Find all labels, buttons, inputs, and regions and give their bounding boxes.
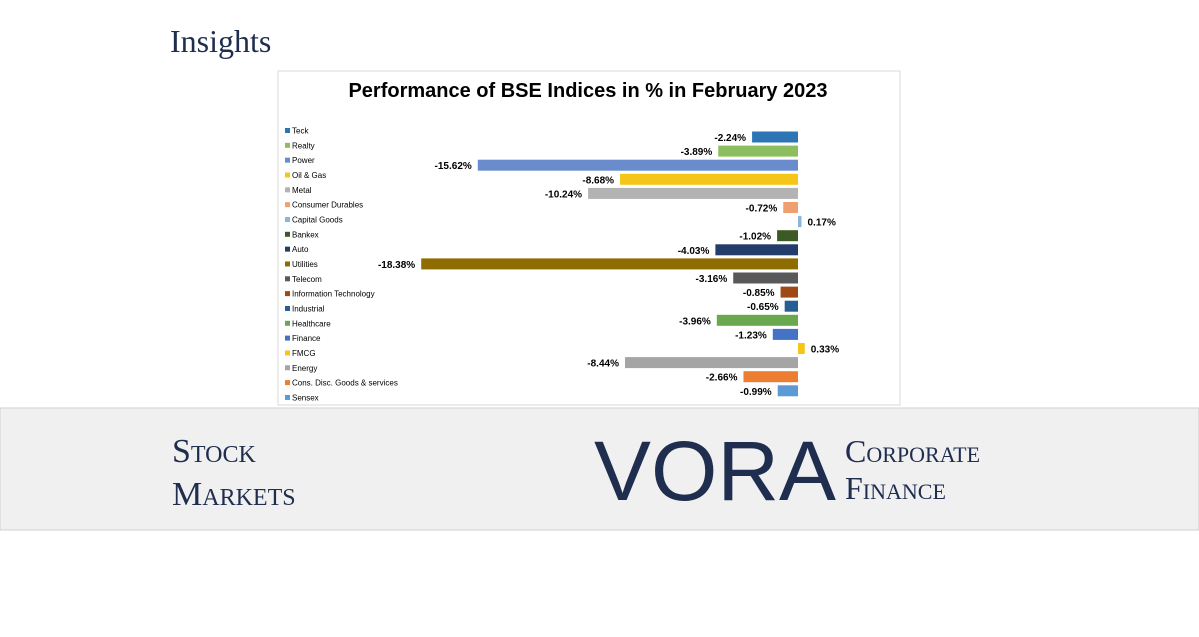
legend-swatch (285, 261, 290, 267)
legend-swatch (285, 142, 290, 148)
bar (718, 145, 798, 157)
logo-name: VORA (594, 424, 836, 518)
legend-swatch (285, 276, 290, 282)
bar (798, 343, 805, 354)
banner (0, 407, 1199, 531)
legend-swatch (285, 305, 290, 311)
bar (624, 357, 798, 369)
data-label: -0.65% (747, 302, 779, 313)
bar (752, 131, 798, 143)
data-label: -15.62% (435, 161, 472, 172)
legend-swatch (285, 216, 290, 222)
legend-swatch (285, 320, 290, 326)
bar (715, 244, 798, 256)
data-label: -0.99% (740, 387, 772, 398)
legend-label: Information Technology (292, 290, 375, 299)
bar (777, 230, 798, 242)
legend-label: Bankex (292, 230, 319, 239)
bar (784, 300, 798, 312)
legend-label: Energy (292, 364, 317, 373)
legend-swatch (285, 335, 290, 341)
data-label: -1.23% (735, 330, 767, 341)
data-label: 0.33% (811, 345, 839, 356)
bar (780, 286, 798, 298)
legend-label: Oil & Gas (292, 171, 326, 180)
bar (733, 272, 798, 284)
legend-swatch (285, 187, 290, 193)
data-label: -1.02% (739, 232, 771, 243)
data-label: -18.38% (378, 260, 415, 271)
bar (421, 258, 798, 270)
legend-label: Auto (292, 245, 309, 254)
legend-label: Telecom (292, 275, 322, 284)
legend-swatch (285, 394, 290, 400)
chart: Teck -2.24% Realty -3.89% Power -15.62% Oil & … (285, 127, 839, 402)
bar (716, 314, 798, 326)
data-label: -0.85% (743, 288, 775, 299)
legend-label: Realty (292, 141, 315, 150)
legend-label: Metal (292, 186, 312, 195)
banner-line: Stock (172, 433, 256, 470)
bar (743, 371, 798, 383)
header-title: Insights (170, 23, 271, 59)
data-label: -8.68% (582, 175, 614, 186)
legend-label: Capital Goods (292, 215, 343, 224)
data-label: -3.16% (696, 274, 728, 285)
banner-line: Markets (172, 476, 296, 513)
data-label: -8.44% (587, 359, 619, 370)
bar (772, 328, 798, 340)
legend-swatch (285, 172, 290, 178)
chart-frame (277, 70, 901, 406)
legend-swatch (285, 128, 290, 133)
data-label: -4.03% (678, 246, 710, 257)
legend-label: Utilities (292, 260, 318, 269)
data-label: -0.72% (746, 204, 778, 215)
legend-swatch (285, 231, 290, 237)
data-label: -10.24% (545, 189, 582, 200)
legend-swatch (285, 246, 290, 252)
logo-tagline: Corporate (845, 433, 980, 469)
bar (588, 187, 798, 199)
bar (477, 159, 798, 171)
data-label: -2.66% (706, 373, 738, 384)
legend-label: Finance (292, 334, 321, 343)
legend-label: Cons. Disc. Goods & services (292, 379, 398, 388)
bar (783, 202, 798, 213)
legend-swatch (285, 202, 290, 208)
logo-tagline: Finance (845, 470, 946, 506)
legend-swatch (285, 291, 290, 297)
legend-label: Power (292, 156, 315, 165)
data-label: -2.24% (714, 133, 746, 144)
data-label: -3.89% (681, 147, 713, 158)
legend-label: Consumer Durables (292, 201, 363, 210)
data-label: -3.96% (679, 316, 711, 327)
legend-label: Industrial (292, 304, 325, 313)
data-label: 0.17% (807, 218, 835, 229)
legend-swatch (285, 380, 290, 386)
legend-label: Sensex (292, 393, 319, 402)
legend-swatch (285, 350, 290, 356)
chart-title: Performance of BSE Indices in % in Febru… (348, 80, 827, 102)
bar (620, 173, 798, 185)
legend-swatch (285, 365, 290, 371)
legend-swatch (285, 157, 290, 163)
legend-label: Healthcare (292, 319, 331, 328)
bar (798, 216, 802, 228)
bar (777, 385, 798, 397)
legend-label: Teck (292, 127, 309, 136)
legend-label: FMCG (292, 349, 316, 358)
